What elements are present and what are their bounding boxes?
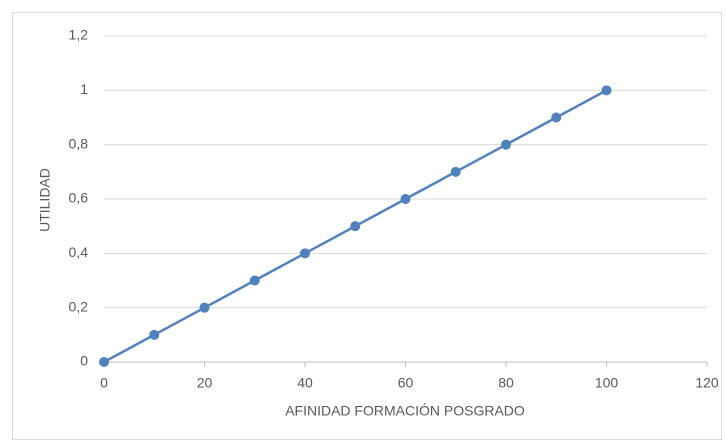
marker <box>551 112 562 123</box>
x-tick-label: 100 <box>595 375 619 391</box>
marker <box>400 194 411 204</box>
x-tick-label: 40 <box>297 375 313 391</box>
marker <box>249 275 260 286</box>
y-tick-label: 0,4 <box>69 244 89 260</box>
x-tick-label: 0 <box>100 375 108 391</box>
marker <box>149 329 160 340</box>
y-tick-label: 1,2 <box>69 27 89 43</box>
marker <box>300 248 310 259</box>
y-tick-label: 0,8 <box>69 135 89 151</box>
chart-border <box>12 12 722 440</box>
y-axis-title: UTILIDAD <box>37 168 53 232</box>
marker <box>99 357 109 367</box>
x-tick-label: 20 <box>197 375 213 391</box>
marker <box>601 85 612 96</box>
marker <box>199 302 210 313</box>
marker <box>501 139 511 150</box>
y-tick-label: 0 <box>80 353 88 369</box>
x-tick-label: 120 <box>695 375 719 391</box>
marker <box>450 166 461 177</box>
y-tick-label: 1 <box>80 81 88 97</box>
x-tick-label: 80 <box>498 375 514 391</box>
x-tick-label: 60 <box>398 375 414 391</box>
marker <box>350 221 361 232</box>
y-tick-label: 0,6 <box>69 190 89 206</box>
y-tick-label: 0,2 <box>69 298 89 314</box>
x-axis-title: AFINIDAD FORMACIÓN POSGRADO <box>285 403 525 419</box>
